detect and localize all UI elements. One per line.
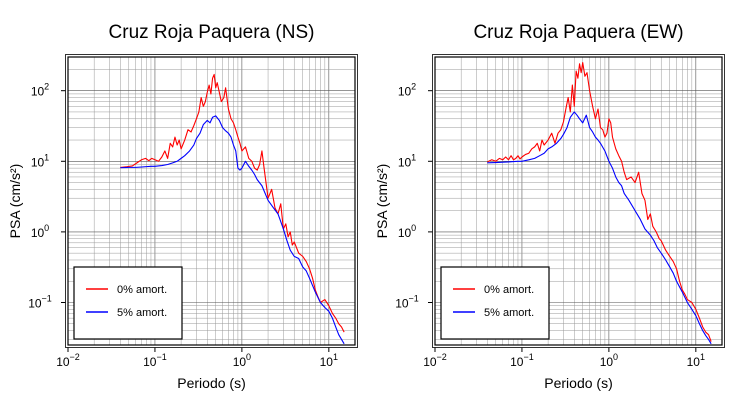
legend-box [73,266,183,340]
y-tick-label: 101 [31,152,49,169]
y-tick-label: 102 [31,82,49,99]
plot-frame [67,56,356,346]
x-tick-label: 100 [233,352,251,369]
x-tick-label: 10−2 [56,352,80,369]
chart-panel-1: 10−2 10−1 100 101 10−1 100 101 102 Cruz Roja Paq… [7,22,358,391]
y-axis-label: PSA (cm/s²) [374,164,390,239]
x-tick-label: 101 [320,352,338,369]
y-tick-label: 101 [398,152,416,169]
series-line-damped [120,115,345,345]
legend: 0% amort. 5% amort. [440,266,550,340]
x-axis-label: Periodo (s) [544,375,612,391]
series-line-damped [487,111,712,345]
x-tick-label: 101 [687,352,705,369]
x-tick-label: 10−1 [143,352,167,369]
legend: 0% amort. 5% amort. [73,266,183,340]
plot-frame-outer [65,54,358,348]
chart-title: Cruz Roja Paquera (EW) [473,22,683,43]
y-tick-label: 10−1 [395,293,419,310]
x-tick-label: 10−1 [510,352,534,369]
legend-label: 0% amort. [484,284,534,296]
grid [67,56,356,345]
legend-label: 5% amort. [117,307,167,319]
x-tick-label: 10−2 [423,352,447,369]
series-line-undamped [487,62,712,342]
legend-label: 5% amort. [484,307,534,319]
y-tick-label: 100 [31,223,49,240]
y-tick-label: 10−1 [28,293,52,310]
legend-box [440,266,550,340]
y-tick-label: 100 [398,223,416,240]
plot-frame-outer [432,54,725,348]
legend-label: 0% amort. [117,284,167,296]
x-axis-label: Periodo (s) [177,375,245,391]
chart-panel-2: 10−2 10−1 100 101 10−1 100 101 102 Cruz Roja Paq… [374,22,725,391]
y-tick-label: 102 [398,82,416,99]
y-axis-label: PSA (cm/s²) [7,164,23,239]
chart-title: Cruz Roja Paquera (NS) [109,22,315,43]
series-line-undamped [120,73,345,333]
x-tick-label: 100 [600,352,618,369]
plot-frame [434,56,723,346]
